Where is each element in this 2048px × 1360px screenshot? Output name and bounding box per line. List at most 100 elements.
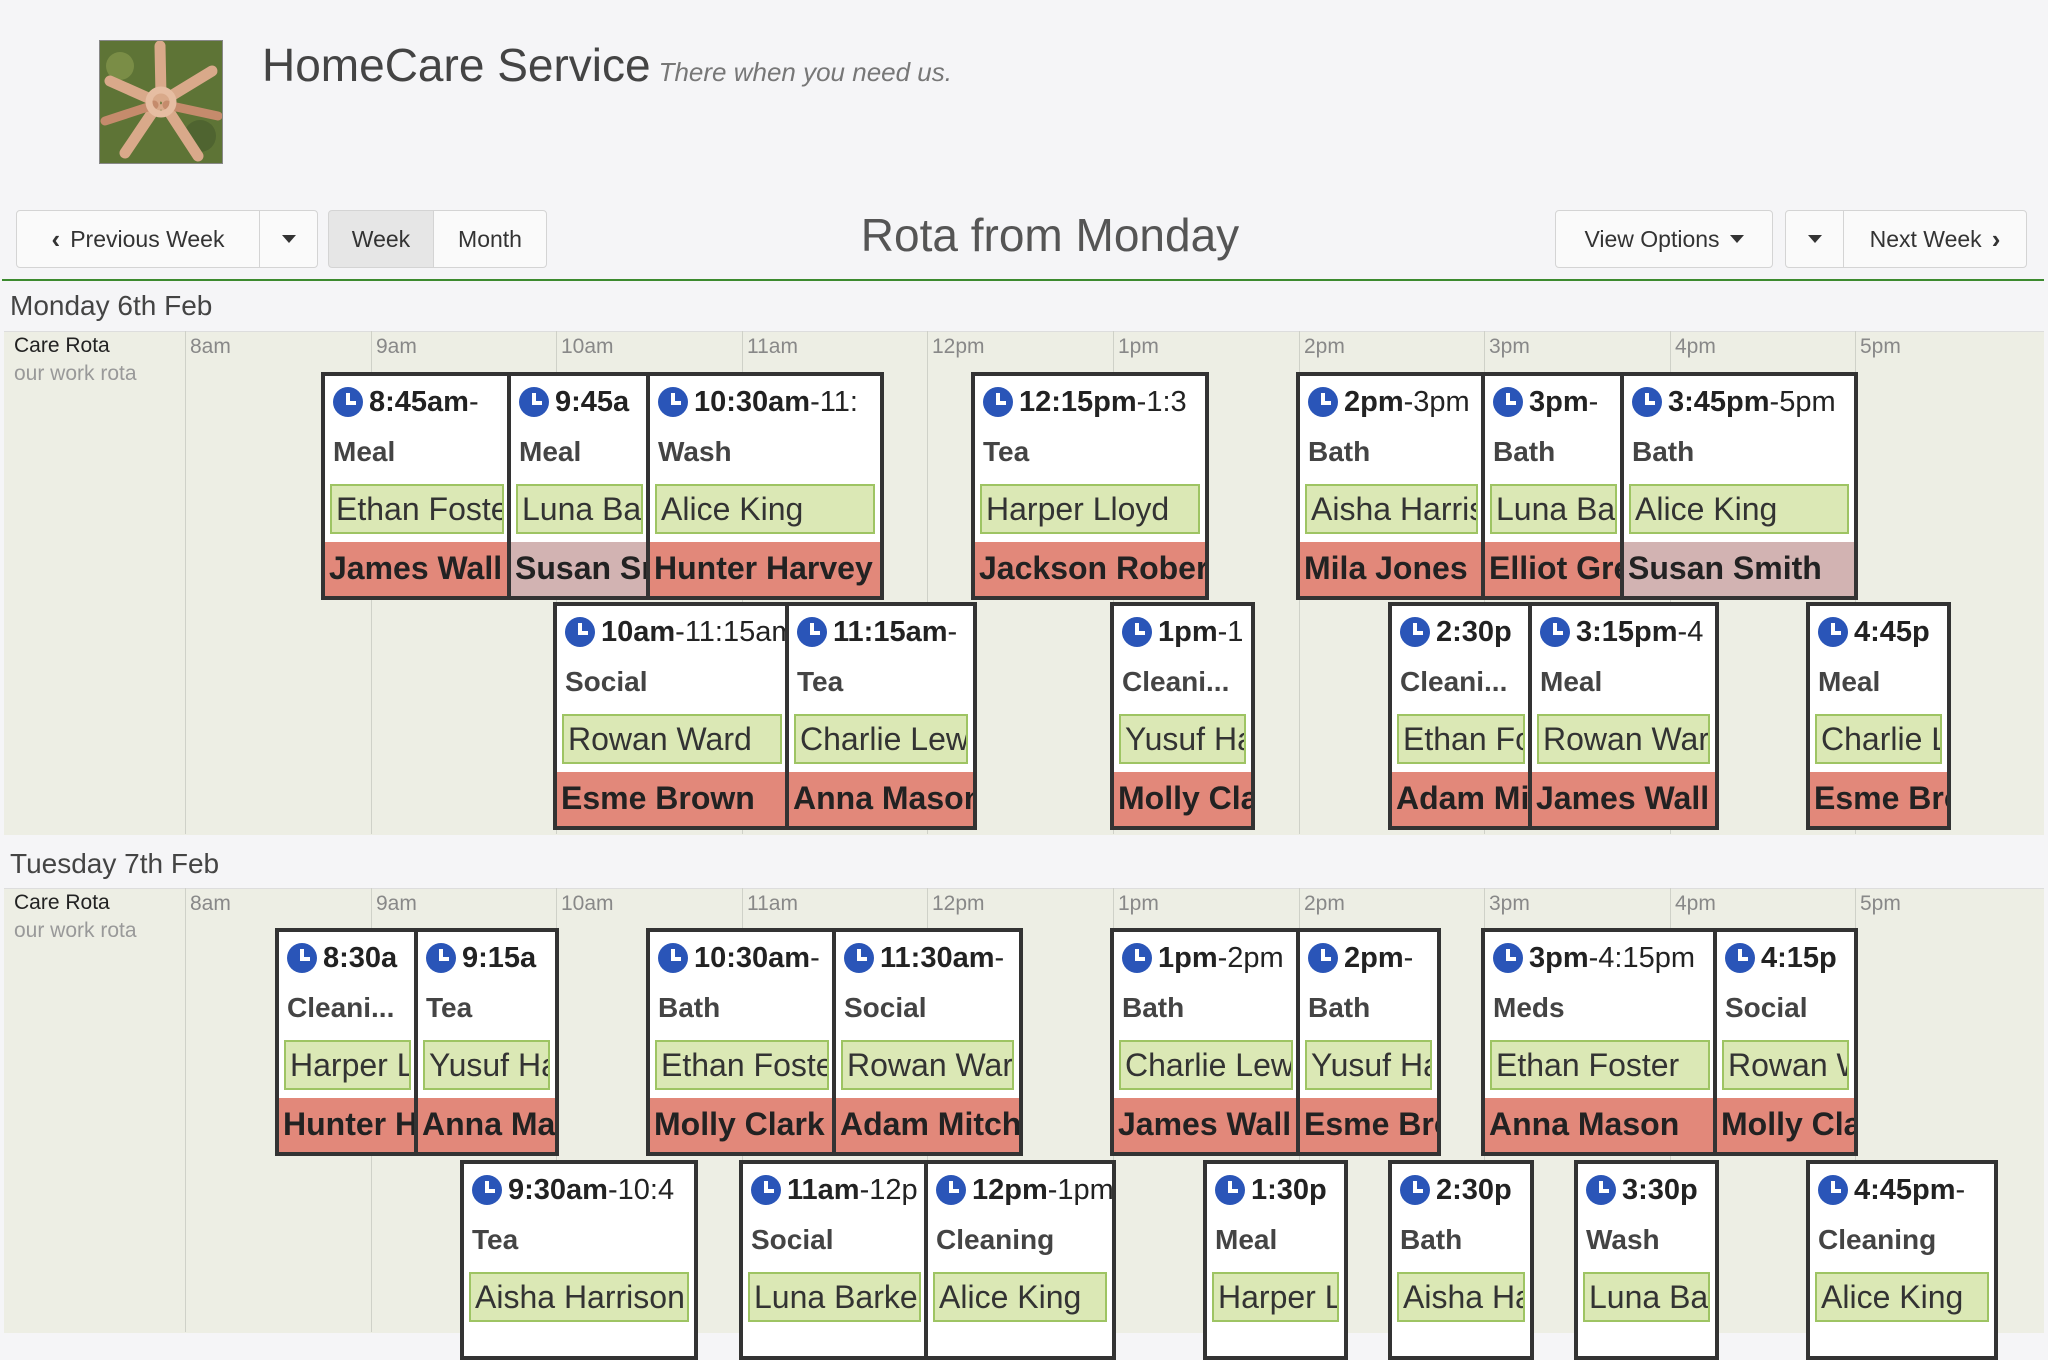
hour-label: 3pm [1489, 892, 1530, 915]
previous-week-dropdown[interactable] [259, 210, 318, 268]
visit-card[interactable]: 3:30p Wash Luna Barker [1574, 1160, 1719, 1360]
client-name[interactable]: Alice King [1815, 1272, 1989, 1322]
client-name[interactable]: Yusuf Hassan [423, 1040, 550, 1090]
client-name[interactable]: Alice King [933, 1272, 1107, 1322]
carer-name[interactable]: Molly Clark [1717, 1098, 1854, 1152]
app-name: HomeCare Service [262, 39, 651, 91]
client-name[interactable]: Harper Lloyd [980, 484, 1200, 534]
client-name[interactable]: Luna Barker [516, 484, 643, 534]
carer-name[interactable]: Esme Brown [1300, 1098, 1437, 1152]
visit-start-time: 3:30p [1622, 1173, 1698, 1206]
visit-time: 1:30p [1215, 1172, 1344, 1208]
carer-name[interactable]: Anna Mason [418, 1098, 555, 1152]
visit-card[interactable]: 8:30a Cleani... Harper Lloyd Hunter Harvey [275, 928, 420, 1156]
visit-type: Bath [1400, 1224, 1463, 1255]
clock-icon [1400, 1175, 1430, 1205]
month-view-button[interactable]: Month [433, 210, 547, 268]
visit-card[interactable]: 9:15a Tea Yusuf Hassan Anna Mason [414, 928, 559, 1156]
carer-name[interactable]: Adam Mitchell [1392, 772, 1530, 826]
client-name[interactable]: Alice King [655, 484, 875, 534]
carer-name[interactable]: Susan Smith [1624, 542, 1854, 596]
client-name[interactable]: Rowan Ward [562, 714, 782, 764]
client-name[interactable]: Luna Barker [1490, 484, 1617, 534]
client-name[interactable]: Alice King [1629, 484, 1849, 534]
carer-name[interactable]: Anna Mason [1485, 1098, 1715, 1152]
visit-card[interactable]: 1pm-1 Cleani... Yusuf Hassan Molly Clark [1110, 602, 1255, 830]
carer-name[interactable]: Jackson Roberts [975, 542, 1205, 596]
client-name[interactable]: Rowan Ward [1722, 1040, 1849, 1090]
client-name[interactable]: Aisha Harrison [469, 1272, 689, 1322]
carer-name[interactable]: James Wall [1114, 1098, 1298, 1152]
visit-card[interactable]: 3pm -4:15pm Meds Ethan Foster Anna Mason [1481, 928, 1719, 1156]
carer-name[interactable]: Adam Mitchell [836, 1098, 1019, 1152]
client-name[interactable]: Charlie Lewis [1815, 714, 1942, 764]
client-name[interactable]: Charlie Lewis [1119, 1040, 1293, 1090]
visit-card[interactable]: 10am -11:15am Social Rowan Ward Esme Brown [553, 602, 791, 830]
visit-type: Meal [519, 436, 582, 467]
client-name[interactable]: Yusuf Hassan [1119, 714, 1246, 764]
visit-card[interactable]: 4:45p Meal Charlie Lewis Esme Brown [1806, 602, 1951, 830]
previous-week-button[interactable]: ‹ Previous Week [16, 210, 260, 268]
carer-name[interactable]: Esme Brown [557, 772, 787, 826]
hour-label: 1pm [1118, 892, 1159, 915]
visit-card[interactable]: 10:30am - Bath Ethan Foster Molly Clark [646, 928, 838, 1156]
client-name[interactable]: Charlie Lewis [794, 714, 968, 764]
visit-card[interactable]: 9:45a Meal Luna Barker Susan Smith [507, 372, 652, 600]
carer-name[interactable]: Molly Clark [650, 1098, 834, 1152]
client-name[interactable]: Aisha Harrison [1397, 1272, 1525, 1322]
visit-type: Meal [333, 436, 396, 467]
carer-name[interactable]: Molly Clark [1114, 772, 1251, 826]
carer-name[interactable]: Anna Mason [789, 772, 973, 826]
client-name[interactable]: Yusuf Hassan [1305, 1040, 1432, 1090]
visit-card[interactable]: 9:30am -10:4 Tea Aisha Harrison [460, 1160, 698, 1360]
visit-card[interactable]: 3:15pm -4 Meal Rowan Ward James Wall [1528, 602, 1719, 830]
client-name[interactable]: Ethan Foster [330, 484, 504, 534]
client-name[interactable]: Ethan Foster [1490, 1040, 1710, 1090]
day-header: Monday 6th Feb [10, 290, 213, 321]
visit-card[interactable]: 2pm-3pm Bath Aisha Harrison Mila Jones [1296, 372, 1487, 600]
client-name[interactable]: Ethan Foster [1397, 714, 1525, 764]
client-name[interactable]: Harper Lloyd [1212, 1272, 1339, 1322]
visit-time: 8:30a [287, 940, 416, 976]
carer-name[interactable]: James Wall [325, 542, 509, 596]
visit-card[interactable]: 11:15am- Tea Charlie Lewis Anna Mason [785, 602, 977, 830]
client-name[interactable]: Luna Barker [1583, 1272, 1710, 1322]
carer-name[interactable]: Elliot Green [1485, 542, 1622, 596]
visit-card[interactable]: 10:30am -11: Wash Alice King Hunter Harvey [646, 372, 884, 600]
visit-card[interactable]: 2:30p Bath Aisha Harrison [1388, 1160, 1534, 1360]
visit-card[interactable]: 1:30p Meal Harper Lloyd [1203, 1160, 1348, 1360]
carer-name[interactable]: Hunter Harvey [279, 1098, 416, 1152]
visit-start-time: 2:30p [1436, 615, 1512, 648]
visit-card[interactable]: 3:45pm -5pm Bath Alice King Susan Smith [1620, 372, 1858, 600]
visit-card[interactable]: 12:15pm-1:3 Tea Harper Lloyd Jackson Robert… [971, 372, 1209, 600]
visit-card[interactable]: 11:30am- Social Rowan Ward Adam Mitchell [832, 928, 1023, 1156]
client-name[interactable]: Rowan Ward [1537, 714, 1710, 764]
next-week-dropdown[interactable] [1785, 210, 1844, 268]
carer-name[interactable]: Mila Jones [1300, 542, 1483, 596]
client-name[interactable]: Harper Lloyd [284, 1040, 411, 1090]
visit-card[interactable]: 4:15p Social Rowan Ward Molly Clark [1713, 928, 1858, 1156]
visit-card[interactable]: 2:30p Cleani... Ethan Foster Adam Mitchell [1388, 602, 1534, 830]
visit-card[interactable]: 11am -12p Social Luna Barker [739, 1160, 930, 1360]
visit-card[interactable]: 4:45pm - Cleaning Alice King [1806, 1160, 1998, 1360]
visit-card[interactable]: 3pm- Bath Luna Barker Elliot Green [1481, 372, 1626, 600]
visit-card[interactable]: 12pm -1pm Cleaning Alice King [924, 1160, 1116, 1360]
view-options-button[interactable]: View Options [1555, 210, 1773, 268]
visit-card[interactable]: 2pm- Bath Yusuf Hassan Esme Brown [1296, 928, 1441, 1156]
visit-time: 2:30p [1400, 614, 1530, 650]
carer-name[interactable]: James Wall [1532, 772, 1715, 826]
clock-icon [565, 617, 595, 647]
carer-name[interactable]: Esme Brown [1810, 772, 1947, 826]
client-name[interactable]: Luna Barker [748, 1272, 921, 1322]
week-view-button[interactable]: Week [328, 210, 434, 268]
visit-card[interactable]: 8:45am - Meal Ethan Foster James Wall [321, 372, 513, 600]
client-name[interactable]: Aisha Harrison [1305, 484, 1478, 534]
client-name[interactable]: Ethan Foster [655, 1040, 829, 1090]
carer-name[interactable]: Hunter Harvey [650, 542, 880, 596]
next-week-button[interactable]: Next Week › [1843, 210, 2027, 268]
carer-name[interactable]: Susan Smith [511, 542, 648, 596]
client-name[interactable]: Rowan Ward [841, 1040, 1014, 1090]
week-view-label: Week [351, 225, 411, 252]
visit-card[interactable]: 1pm-2pm Bath Charlie Lewis James Wall [1110, 928, 1302, 1156]
visit-start-time: 4:45p [1854, 615, 1930, 648]
